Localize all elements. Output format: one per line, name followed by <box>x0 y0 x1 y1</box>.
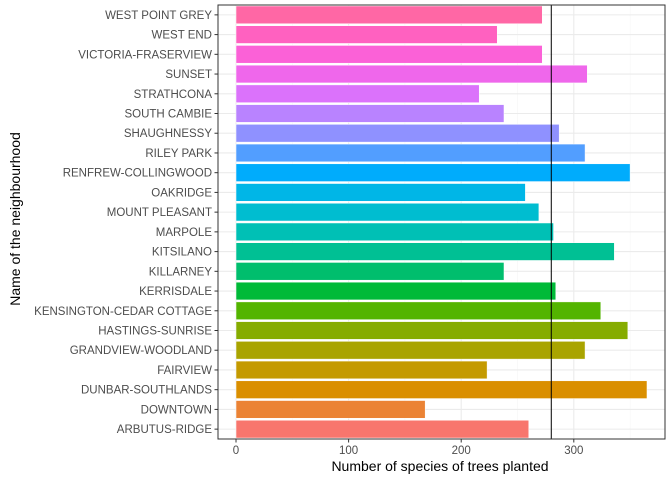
y-tick-label: ARBUTUS-RIDGE <box>117 424 213 436</box>
y-tick-label: RENFREW-COLLINGWOOD <box>63 168 212 180</box>
bar-arbutus-ridge <box>235 420 530 439</box>
y-tick-label: GRANDVIEW-WOODLAND <box>70 345 212 357</box>
y-tick-label: WEST END <box>152 30 213 42</box>
bar-grandview-woodland <box>235 341 586 360</box>
y-tick-label: KILLARNEY <box>149 266 213 278</box>
y-axis-title: Name of the neighbourhood <box>7 132 23 306</box>
bar-kensington-cedar-cottage <box>235 301 602 320</box>
bar-renfrew-collingwood <box>235 163 631 182</box>
y-tick-label: KERRISDALE <box>139 286 212 298</box>
y-tick-label: KITSILANO <box>152 247 212 259</box>
y-tick-label: OAKRIDGE <box>151 187 212 199</box>
bar-shaughnessy <box>235 124 560 143</box>
y-tick-label: DOWNTOWN <box>141 404 212 416</box>
bar-dunbar-southlands <box>235 380 648 399</box>
bar-south-cambie <box>235 104 505 123</box>
x-tick-label: 0 <box>233 445 239 457</box>
bar-strathcona <box>235 84 480 103</box>
bar-oakridge <box>235 183 526 202</box>
x-tick-label: 100 <box>339 445 358 457</box>
y-tick-label: RILEY PARK <box>145 148 212 160</box>
y-tick-labels: ARBUTUS-RIDGE DOWNTOWN DUNBAR-SOUTHLANDS FA… <box>34 10 218 436</box>
bar-killarney <box>235 262 505 281</box>
bar-fairview <box>235 360 488 380</box>
bar-sunset <box>235 64 588 84</box>
y-tick-label: SUNSET <box>165 69 212 81</box>
bar-kerrisdale <box>235 281 557 301</box>
y-tick-label: SOUTH CAMBIE <box>124 109 212 121</box>
y-tick-label: DUNBAR-SOUTHLANDS <box>81 385 212 397</box>
y-tick-label: WEST POINT GREY <box>105 10 212 22</box>
bar-west-point-grey <box>235 5 543 24</box>
y-tick-label: MARPOLE <box>156 227 213 239</box>
panel-border <box>217 4 666 440</box>
y-tick-label: FAIRVIEW <box>157 365 212 377</box>
x-axis-title: Number of species of trees planted <box>331 458 548 474</box>
bar-marpole <box>235 222 554 241</box>
y-tick-label: VICTORIA-FRASERVIEW <box>78 49 212 61</box>
y-tick-label: KENSINGTON-CEDAR COTTAGE <box>34 306 212 318</box>
bar-hastings-sunrise <box>235 321 629 340</box>
y-tick-label: SHAUGHNESSY <box>124 128 213 140</box>
bar-downtown <box>235 400 426 419</box>
bar-victoria-fraserview <box>235 45 543 64</box>
bar-kitsilano <box>235 242 615 261</box>
y-tick-label: STRATHCONA <box>134 89 213 101</box>
y-tick-label: HASTINGS-SUNRISE <box>98 326 212 338</box>
panel-frame <box>217 4 666 440</box>
bars <box>235 5 648 439</box>
bar-riley-park <box>235 143 586 163</box>
bar-mount-pleasant <box>235 203 540 222</box>
bar-west-end <box>235 25 498 44</box>
x-tick-label: 200 <box>452 445 471 457</box>
y-tick-label: MOUNT PLEASANT <box>107 207 212 219</box>
x-tick-label: 300 <box>564 445 583 457</box>
x-tick-labels: 0 100 200 300 <box>233 439 583 457</box>
